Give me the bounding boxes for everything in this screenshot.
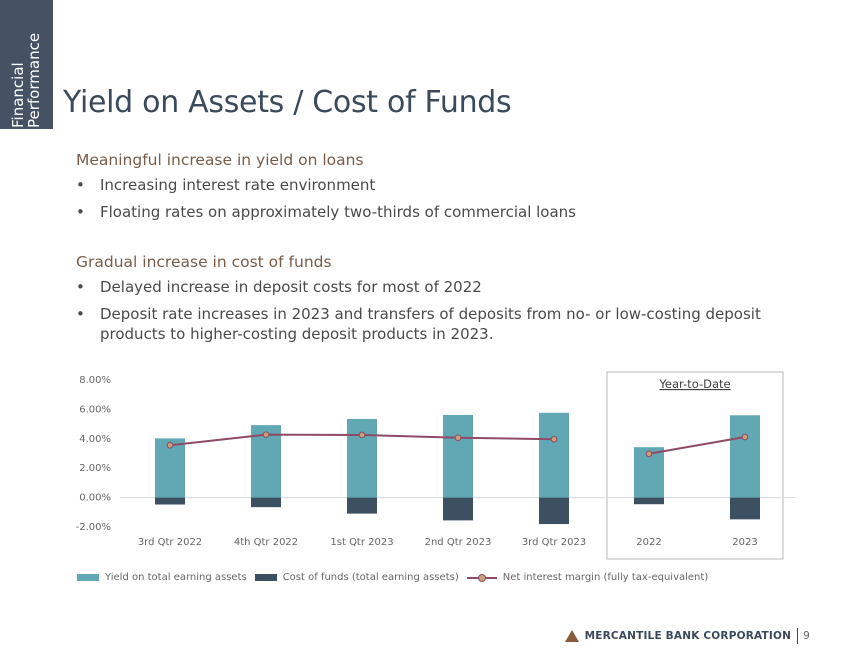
company-name: MERCANTILE BANK CORPORATION [584,630,792,642]
legend-swatch-yield [77,574,99,581]
section-tab-label: Financial Performance [9,0,43,128]
bullet-text: Floating rates on approximately two-thir… [100,203,576,221]
section-tab-line1: Financial [9,62,27,128]
point-net-interest-margin [645,450,653,458]
legend-label-margin: Net interest margin (fully tax-equivalen… [502,572,709,583]
cost-bullets: • Delayed increase in deposit costs for m… [76,277,796,344]
bar-yield [443,414,473,498]
legend-item-yield: Yield on total earning assets [77,572,247,583]
point-net-interest-margin [454,434,462,442]
yield-bullets: • Increasing interest rate environment • F… [76,175,796,222]
bullet-item: • Deposit rate increases in 2023 and tran… [76,304,796,344]
bar-cost [730,497,760,520]
x-tick-label: 1st Qtr 2023 [330,537,393,548]
bar-cost [347,497,377,514]
point-net-interest-margin [262,431,270,438]
bar-cost [539,497,569,525]
bullet-text: Delayed increase in deposit costs for mo… [100,278,482,296]
bullet-marker: • [76,203,85,221]
bullet-item: • Floating rates on approximately two-thi… [76,202,796,222]
bullet-text: Deposit rate increases in 2023 and trans… [100,305,761,343]
ytd-box [606,371,784,560]
section-tab: Financial Performance [0,0,53,129]
cost-heading: Gradual increase in cost of funds [76,253,332,271]
point-net-interest-margin [358,431,366,439]
y-tick-label: 2.00% [79,463,111,474]
point-net-interest-margin [550,435,558,443]
point-net-interest-margin [741,433,749,441]
bar-yield [539,412,569,498]
x-tick-label: 4th Qtr 2022 [234,537,298,548]
yield-heading: Meaningful increase in yield on loans [76,151,364,169]
company-logo-icon [564,630,579,642]
yield-section: Meaningful increase in yield on loans • I… [76,151,796,229]
bullet-marker: • [76,278,85,296]
section-tab-line2: Performance [25,32,43,128]
bullet-item: • Delayed increase in deposit costs for m… [76,277,796,297]
chart-legend: Yield on total earning assets Cost of fu… [77,572,716,583]
x-tick-label: 3rd Qtr 2023 [522,537,586,548]
page-title: Yield on Assets / Cost of Funds [63,85,512,120]
x-tick-label: 2022 [636,537,661,548]
bullet-text: Increasing interest rate environment [100,176,376,194]
bullet-marker: • [76,176,85,194]
bullet-marker: • [76,305,85,323]
bar-yield [730,415,760,498]
y-tick-label: 8.00% [79,375,111,386]
x-tick-label: 2nd Qtr 2023 [425,537,492,548]
bar-cost [634,497,664,505]
page-separator [797,628,799,644]
line-net-interest-margin [648,436,746,455]
legend-item-margin: Net interest margin (fully tax-equivalen… [466,572,709,583]
yield-cost-chart: Year-to-Date -2.00% 0.00% 2.00% 4.00% 6.00% 8.… [76,371,795,560]
bar-yield [347,418,377,498]
bar-cost [251,497,281,508]
legend-label-cost: Cost of funds (total earning assets) [282,572,459,583]
y-tick-label: 4.00% [79,434,111,445]
legend-item-cost: Cost of funds (total earning assets) [254,572,459,583]
footer: MERCANTILE BANK CORPORATION 9 [564,628,810,644]
x-tick-label: 2023 [732,537,757,548]
point-net-interest-margin [166,441,174,449]
y-tick-label: -2.00% [76,522,111,533]
bar-cost [155,497,185,505]
y-tick-label: 6.00% [79,404,111,415]
legend-swatch-cost [254,574,277,581]
ytd-label: Year-to-Date [658,377,730,391]
bullet-item: • Increasing interest rate environment [76,175,796,195]
legend-label-yield: Yield on total earning assets [105,572,247,583]
y-tick-label: 0.00% [79,493,111,504]
x-tick-label: 3rd Qtr 2022 [138,537,202,548]
legend-swatch-margin [466,573,497,583]
page-number: 9 [803,630,810,642]
bar-cost [443,497,473,521]
cost-section: Gradual increase in cost of funds • Delay… [76,253,796,351]
